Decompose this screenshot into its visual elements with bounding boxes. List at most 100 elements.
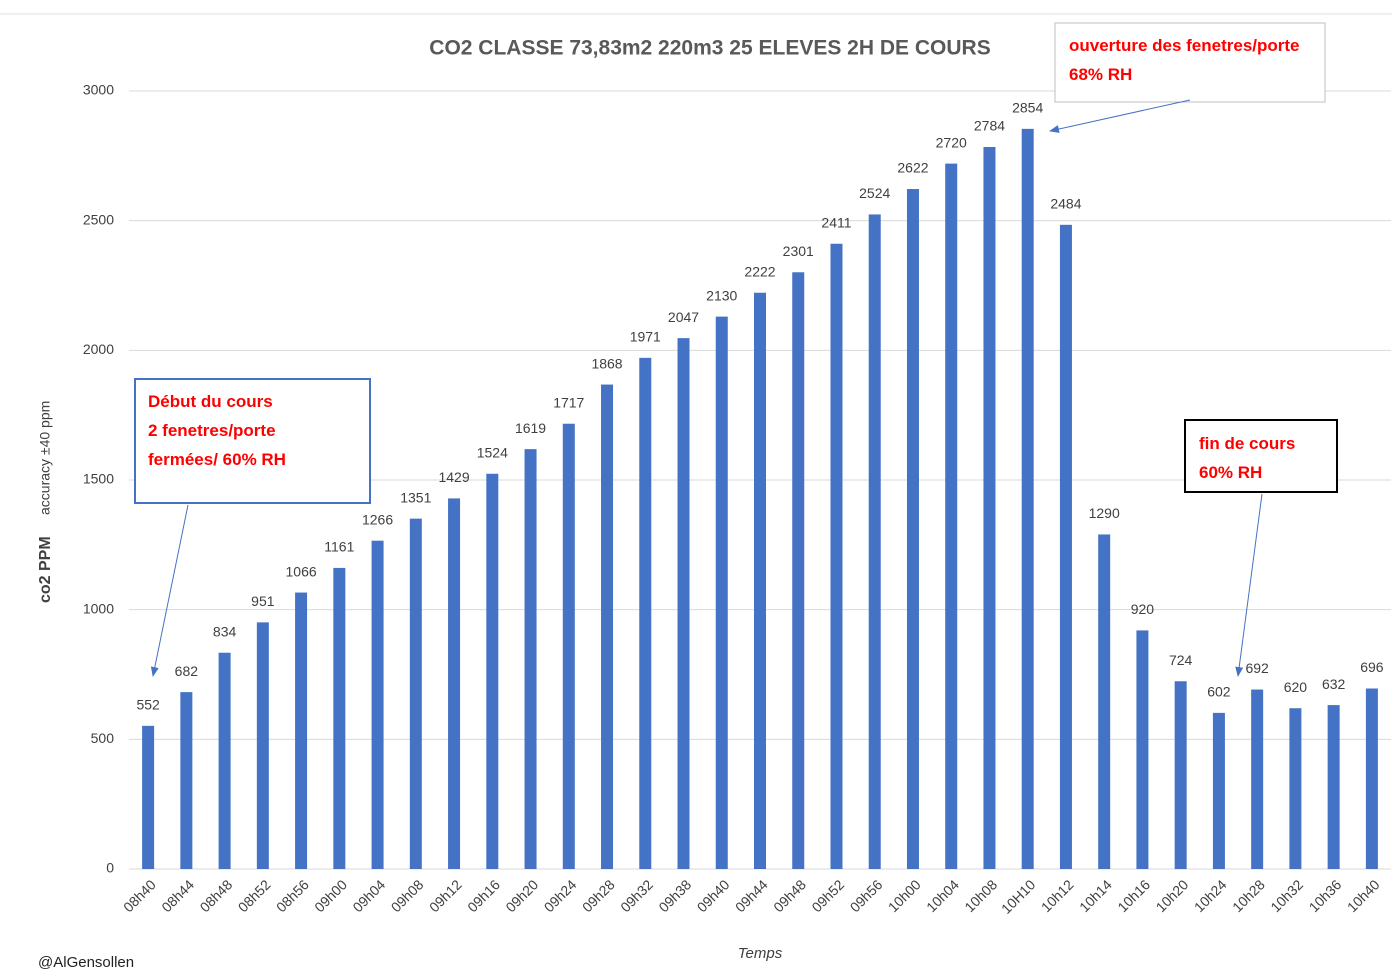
x-tick-label: 09h04	[349, 876, 388, 915]
y-tick-label: 3000	[83, 82, 114, 98]
bar	[295, 592, 308, 869]
bar	[677, 338, 690, 869]
y-tick-label: 0	[106, 860, 114, 876]
x-tick-label: 09h32	[617, 876, 656, 915]
data-label: 692	[1245, 660, 1269, 676]
annotation-text: 60% RH	[1199, 463, 1262, 482]
x-tick-label: 09h16	[464, 876, 503, 915]
data-label: 2301	[783, 243, 814, 259]
x-tick-label: 10h36	[1306, 876, 1345, 915]
x-tick-label: 09h24	[541, 876, 580, 915]
x-tick-label: 08h56	[273, 876, 312, 915]
bar	[639, 357, 652, 869]
y-tick-label: 1500	[83, 471, 114, 487]
x-tick-label: 10h32	[1267, 876, 1306, 915]
y-axis-title: co2 PPM	[37, 536, 54, 603]
x-tick-label: 09h38	[655, 876, 694, 915]
bar	[1059, 224, 1072, 870]
data-label: 951	[251, 593, 275, 609]
y-axis-note: accuracy ±40 ppm	[37, 401, 53, 515]
data-label: 1619	[515, 420, 546, 436]
bar	[486, 473, 499, 869]
data-label: 1066	[286, 563, 317, 579]
bar	[448, 498, 461, 869]
x-tick-label: 09h56	[847, 876, 886, 915]
x-tick-label: 09h28	[579, 876, 618, 915]
x-tick-label: 08h40	[120, 876, 159, 915]
credit: @AlGensollen	[38, 954, 134, 971]
bar	[180, 692, 193, 869]
bar	[562, 423, 575, 869]
bar	[218, 652, 231, 869]
annotation-arrow	[150, 504, 189, 677]
x-tick-label: 09h48	[770, 876, 809, 915]
x-tick-label: 09h44	[732, 876, 771, 915]
data-label: 2854	[1012, 100, 1043, 116]
y-tick-label: 2500	[83, 211, 114, 227]
x-tick-label: 09h40	[694, 876, 733, 915]
data-label: 2484	[1050, 196, 1081, 212]
bar	[1021, 128, 1034, 869]
bar	[868, 214, 881, 869]
bar	[1174, 681, 1187, 869]
annotation-text: fermées/ 60% RH	[148, 450, 286, 469]
annotation-box	[1054, 22, 1326, 103]
data-label: 2222	[744, 263, 775, 279]
bar	[371, 540, 384, 869]
bar	[754, 292, 766, 869]
bar	[1212, 712, 1225, 869]
data-label: 696	[1360, 659, 1384, 675]
bar	[1098, 534, 1111, 869]
x-tick-label: 10h12	[1038, 876, 1077, 915]
data-label: 2720	[936, 134, 967, 150]
data-label: 620	[1284, 679, 1308, 695]
x-tick-label: 10H10	[998, 876, 1039, 917]
annotation-box	[134, 378, 371, 504]
x-tick-label: 10h16	[1114, 876, 1153, 915]
x-tick-label: 08h44	[158, 876, 197, 915]
annotation-text: Début du cours	[148, 392, 273, 411]
data-label: 2524	[859, 185, 890, 201]
x-tick-label: 10h28	[1229, 876, 1268, 915]
bar	[792, 272, 805, 869]
bar	[1289, 708, 1302, 869]
x-tick-label: 08h48	[196, 876, 235, 915]
chart-title: CO2 CLASSE 73,83m2 220m3 25 ELEVES 2H DE…	[429, 37, 990, 60]
data-label: 1351	[400, 489, 431, 505]
bar	[409, 518, 422, 869]
data-label: 834	[213, 623, 237, 639]
bar	[830, 243, 843, 870]
bar	[1365, 688, 1378, 869]
annotation-arrow	[1235, 493, 1263, 677]
bar	[945, 163, 958, 869]
x-tick-label: 09h08	[388, 876, 427, 915]
data-label: 2047	[668, 309, 699, 325]
bar	[906, 189, 919, 869]
data-label: 1161	[324, 539, 354, 555]
x-axis-title: Temps	[738, 945, 783, 962]
data-label: 602	[1207, 684, 1231, 700]
bar	[1251, 689, 1264, 869]
x-tick-label: 10h24	[1191, 876, 1230, 915]
bar	[983, 147, 996, 870]
annotation-text: 68% RH	[1069, 65, 1132, 84]
data-label: 1290	[1089, 505, 1120, 521]
x-tick-label: 09h52	[808, 876, 847, 915]
bar	[1136, 630, 1149, 869]
x-tick-label: 10h04	[923, 876, 962, 915]
annotation-text: fin de cours	[1199, 434, 1295, 453]
data-label: 1971	[630, 329, 661, 345]
bar	[524, 449, 537, 869]
data-label: 682	[175, 663, 199, 679]
data-label: 632	[1322, 676, 1346, 692]
x-tick-label: 08h52	[235, 876, 274, 915]
annotation-box	[1184, 419, 1338, 493]
data-label: 1717	[553, 394, 584, 410]
bar	[1327, 705, 1340, 869]
x-tick-label: 09h20	[502, 876, 541, 915]
data-label: 2784	[974, 118, 1005, 134]
data-label: 1429	[438, 469, 469, 485]
data-label: 1266	[362, 511, 393, 527]
data-label: 2411	[821, 214, 851, 230]
